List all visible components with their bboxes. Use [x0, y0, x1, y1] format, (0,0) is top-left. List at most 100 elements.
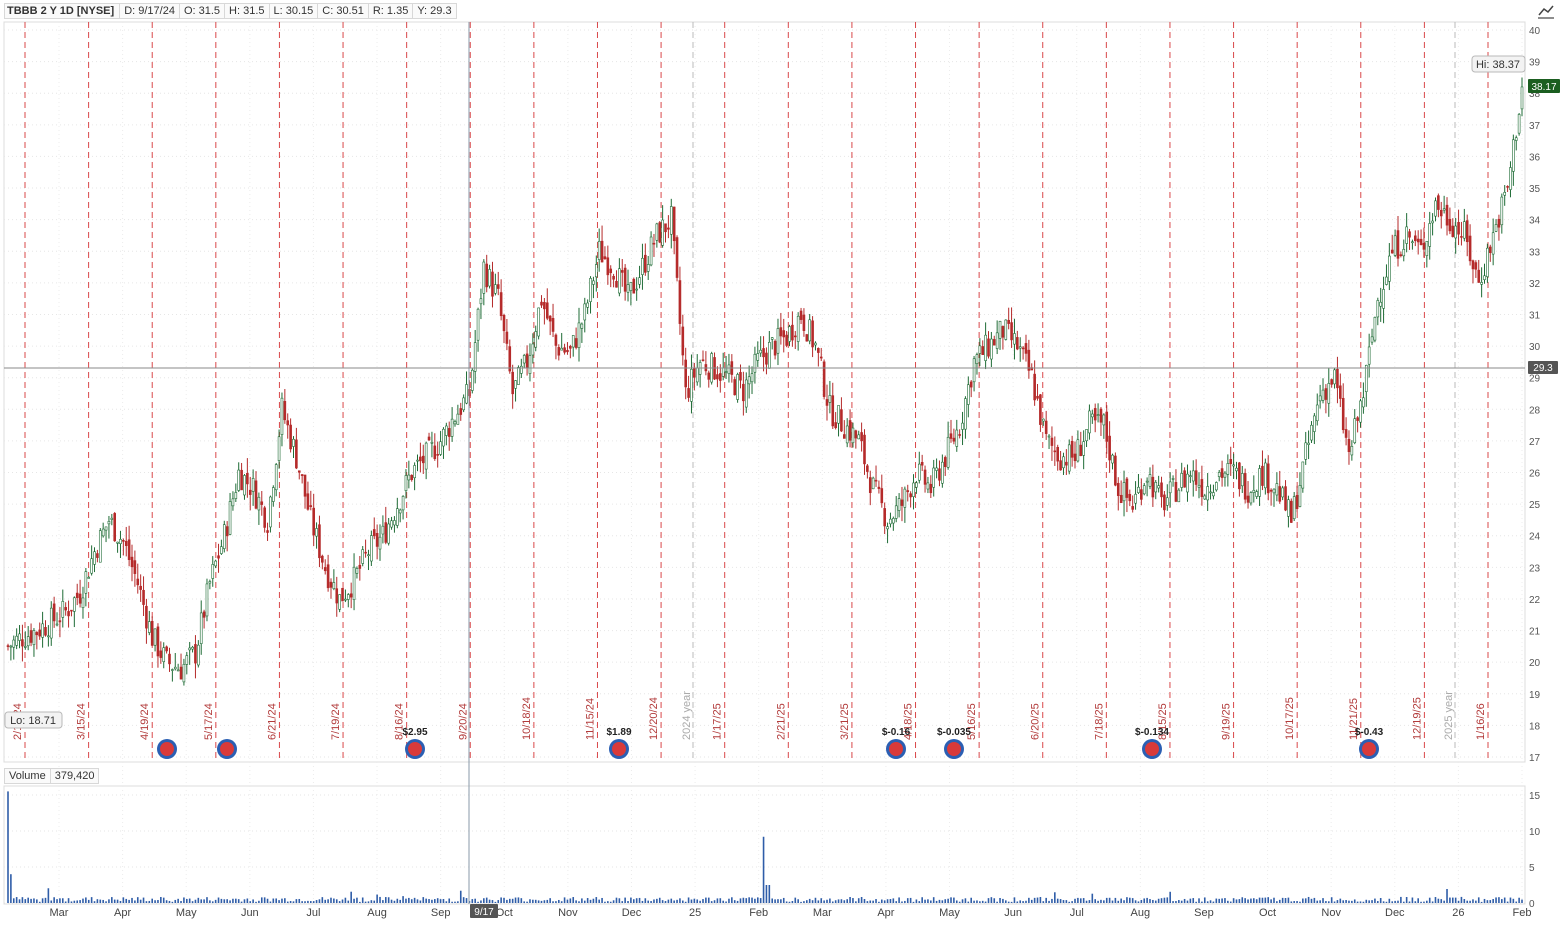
earnings-icon[interactable] — [609, 739, 629, 759]
candle-body — [941, 461, 944, 484]
volume-bar — [710, 901, 713, 903]
earnings-icon[interactable] — [1142, 739, 1162, 759]
chart-settings-icon[interactable] — [1537, 3, 1555, 19]
candle-body — [868, 477, 872, 493]
candle-body — [421, 455, 425, 464]
volume-bar — [50, 900, 53, 903]
volume-bar — [223, 899, 226, 903]
candle-body — [1304, 442, 1308, 460]
volume-bar — [1100, 899, 1102, 903]
volume-bar — [555, 901, 557, 903]
volume-bar — [572, 897, 575, 903]
volume-bar — [445, 901, 448, 903]
candle-body — [768, 341, 771, 369]
volume-bar — [269, 901, 272, 903]
candle-body — [58, 620, 62, 623]
candle-body — [1171, 478, 1175, 480]
candle-body — [1500, 196, 1504, 226]
candle-body — [1021, 347, 1025, 350]
candle-body — [1287, 499, 1290, 517]
candle-body — [15, 635, 18, 646]
candle-body — [1442, 208, 1446, 211]
y-value: Y: 29.3 — [413, 3, 457, 19]
volume-bar — [1016, 901, 1019, 903]
candle-body — [387, 523, 390, 544]
volume-bar — [350, 891, 352, 903]
volume-bar — [941, 900, 944, 903]
volume-bar — [1382, 901, 1385, 903]
earnings-icon[interactable] — [886, 739, 906, 759]
candle-body — [1264, 462, 1267, 489]
earnings-icon-inner — [947, 742, 961, 756]
candle-body — [1189, 475, 1192, 477]
volume-bar — [1059, 899, 1062, 903]
earnings-icon[interactable] — [157, 739, 177, 759]
candle-body — [127, 539, 131, 560]
volume-bar — [488, 899, 491, 903]
earnings-icon[interactable] — [217, 739, 237, 759]
volume-bar — [76, 900, 79, 903]
candle-body — [1206, 486, 1209, 501]
volume-bar — [938, 899, 941, 903]
volume-bar — [670, 898, 673, 903]
volume-bar — [820, 898, 823, 903]
volume-bar — [595, 897, 598, 903]
x-tick-label: Nov — [558, 907, 578, 919]
candle-body — [367, 554, 370, 557]
volume-bar — [1276, 901, 1278, 903]
volume-bar — [87, 899, 90, 903]
volume-bar — [47, 888, 50, 903]
volume-bar — [131, 897, 133, 903]
earnings-icon[interactable] — [405, 739, 425, 759]
event-date-label: 9/19/25 — [1221, 703, 1233, 740]
candle-body — [759, 349, 762, 354]
candle-body — [1318, 395, 1322, 402]
volume-bar — [1322, 898, 1324, 903]
candle-body — [1255, 491, 1258, 497]
candle-body — [243, 475, 246, 496]
volume-bar — [987, 898, 990, 903]
price-tick-label: 34 — [1529, 216, 1541, 227]
candle-body — [433, 445, 437, 460]
volume-bar — [1206, 901, 1209, 903]
candle-body — [955, 429, 959, 447]
candle-body — [727, 364, 731, 374]
candle-body — [427, 436, 431, 441]
volume-bar — [630, 897, 632, 903]
candle-body — [231, 498, 235, 507]
earnings-icon[interactable] — [1359, 739, 1379, 759]
volume-bar — [494, 901, 497, 903]
volume-bar — [373, 900, 376, 903]
volume-bar — [364, 901, 367, 903]
volume-bar — [442, 898, 445, 903]
volume-bar — [1157, 898, 1160, 903]
volume-bar — [1296, 901, 1298, 903]
volume-bar — [950, 897, 952, 903]
candle-body — [1220, 468, 1224, 478]
candle-body — [78, 593, 82, 604]
event-date-label: 10/18/24 — [521, 697, 533, 740]
low-value: L: 30.15 — [269, 3, 319, 19]
volume-bar — [1342, 900, 1345, 903]
volume-bar — [1477, 897, 1480, 903]
volume-bar — [872, 900, 874, 903]
volume-bar — [315, 900, 318, 903]
earnings-markers[interactable]: $2.95 $1.89 $-0.16 $-0.035 $-0.134 $-0.43 — [157, 727, 1384, 759]
volume-bar — [1446, 888, 1448, 903]
volume-bar — [295, 899, 298, 903]
candle-body — [73, 597, 76, 612]
candle-body — [1402, 248, 1406, 257]
candle-body — [1292, 496, 1296, 520]
candle-body — [479, 298, 483, 305]
candle-body — [41, 623, 44, 638]
volume-bar — [246, 898, 249, 903]
candle-body — [840, 409, 843, 432]
earnings-icon[interactable] — [944, 739, 964, 759]
volume-bar — [1325, 901, 1327, 903]
candle-body — [61, 601, 65, 618]
candle-body — [6, 645, 10, 647]
earnings-icon-inner — [220, 742, 234, 756]
hi-label: Hi: 38.37 — [1471, 55, 1526, 73]
